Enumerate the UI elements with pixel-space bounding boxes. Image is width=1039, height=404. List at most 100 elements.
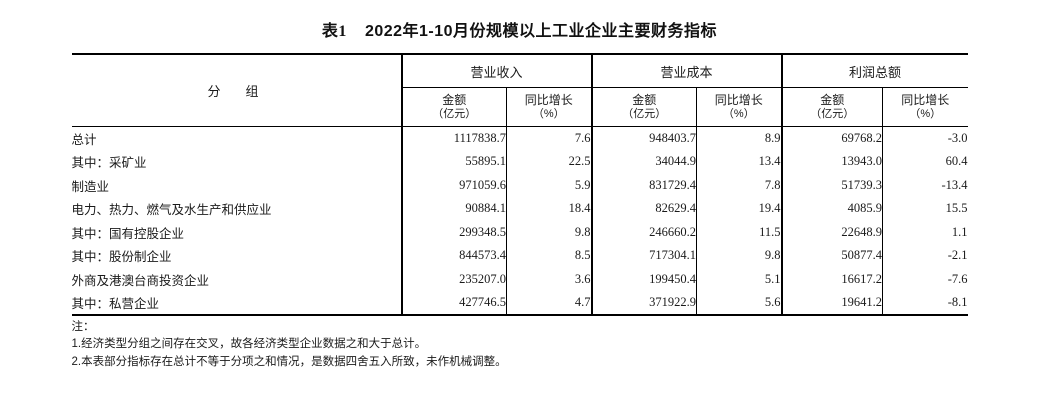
header-profit-growth-unit: （%）	[909, 107, 942, 120]
header-group-profit: 利润总额	[780, 53, 968, 88]
cell-cost-amount: 717304.1	[590, 244, 697, 268]
cell-cost-amount: 831729.4	[590, 173, 697, 197]
cell-revenue-amount: 844573.4	[400, 244, 507, 268]
cell-cost-amount: 948403.7	[590, 126, 697, 150]
cell-revenue-growth: 8.5	[505, 244, 592, 268]
cell-profit-amount: 22648.9	[780, 220, 883, 244]
cell-profit-amount: 51739.3	[780, 173, 883, 197]
cell-revenue-growth: 18.4	[505, 197, 592, 221]
cell-profit-growth: 1.1	[882, 220, 968, 244]
table-number: 表1	[321, 23, 347, 40]
cell-cost-amount: 34044.9	[590, 150, 697, 174]
cell-cost-growth: 5.1	[696, 267, 782, 291]
header-profit-growth-label: 同比增长	[901, 92, 950, 107]
header-revenue-growth-label: 同比增长	[524, 92, 573, 107]
cell-revenue-amount: 427746.5	[400, 291, 507, 316]
header-cost-amount-unit: （亿元）	[622, 107, 667, 120]
cell-profit-growth: -13.4	[882, 173, 968, 197]
cell-profit-amount: 16617.2	[780, 267, 883, 291]
table-body: 总计 1117838.7 7.6 948403.7 8.9 69768.2 -3.0 其中：采…	[71, 126, 968, 316]
note-item: 1.经济类型分组之间存在交叉，故各经济类型企业数据之和大于总计。	[71, 338, 427, 351]
cell-profit-growth: -3.0	[882, 126, 968, 150]
cell-revenue-growth: 3.6	[505, 267, 592, 291]
header-profit-growth: 同比增长 （%）	[882, 87, 968, 127]
cell-revenue-amount: 299348.5	[400, 220, 507, 244]
table-title-text: 2022年1-10月份规模以上工业企业主要财务指标	[364, 23, 718, 40]
header-group-revenue: 营业收入	[400, 53, 592, 88]
table-row: 电力、热力、燃气及水生产和供应业 90884.1 18.4 82629.4 19.4 40…	[72, 197, 968, 221]
table-row: 制造业 971059.6 5.9 831729.4 7.8 51739.3 -13.4	[71, 173, 968, 197]
header-cost-amount: 金额 （亿元）	[590, 87, 697, 127]
header-group-cost: 营业成本	[590, 53, 782, 88]
header-cost-growth: 同比增长 （%）	[696, 87, 782, 127]
cell-revenue-growth: 22.5	[505, 150, 592, 174]
cell-revenue-growth: 9.8	[505, 220, 592, 244]
financial-indicators-table: 分 组 营业收入 营业成本 利润总额 金额 （亿元） 同比增长 （%）	[71, 53, 968, 316]
cell-profit-amount: 50877.4	[780, 244, 883, 268]
cell-cost-growth: 7.8	[696, 173, 782, 197]
cell-profit-amount: 13943.0	[780, 150, 883, 174]
cell-profit-amount: 69768.2	[780, 126, 883, 150]
cell-cost-amount: 246660.2	[590, 220, 697, 244]
header-grouping-column: 分 组	[71, 53, 402, 127]
page-title: 表1 2022年1-10月份规模以上工业企业主要财务指标	[0, 0, 1039, 41]
row-label: 其中：私营企业	[71, 291, 402, 316]
header-cost-growth-unit: （%）	[722, 107, 755, 120]
cell-revenue-amount: 55895.1	[400, 150, 507, 174]
row-label: 制造业	[71, 179, 110, 194]
cell-revenue-growth: 5.9	[505, 173, 592, 197]
table-row: 总计 1117838.7 7.6 948403.7 8.9 69768.2 -3.0	[71, 126, 968, 150]
header-row-subcolumns: 金额 （亿元） 同比增长 （%） 金额 （亿元） 同比增长 （%）	[72, 87, 968, 127]
header-cost-growth-label: 同比增长	[714, 92, 763, 107]
cell-profit-growth: 60.4	[882, 150, 968, 174]
header-cost-amount-label: 金额	[632, 92, 657, 107]
header-revenue-amount: 金额 （亿元）	[400, 87, 507, 127]
cell-cost-amount: 82629.4	[590, 197, 697, 221]
header-revenue-amount-label: 金额	[442, 92, 467, 107]
notes-heading: 注：	[71, 320, 95, 333]
table-row: 其中：股份制企业 844573.4 8.5 717304.1 9.8 50877.4 -2.…	[72, 244, 968, 268]
note-item: 2.本表部分指标存在总计不等于分项之和情况，是数据四舍五入所致，未作机械调整。	[71, 356, 507, 369]
cell-revenue-amount: 971059.6	[400, 173, 507, 197]
cell-revenue-amount: 1117838.7	[400, 126, 507, 150]
cell-profit-amount: 19641.2	[780, 291, 883, 316]
table-row: 其中：采矿业 55895.1 22.5 34044.9 13.4 13943.0 60.4	[72, 150, 968, 174]
cell-cost-growth: 19.4	[696, 197, 782, 221]
header-profit-amount: 金额 （亿元）	[780, 87, 883, 127]
row-label: 总计	[71, 133, 97, 147]
header-revenue-growth-unit: （%）	[532, 107, 565, 120]
header-profit-amount-unit: （亿元）	[810, 107, 855, 120]
cell-revenue-amount: 90884.1	[400, 197, 507, 221]
cell-revenue-growth: 4.7	[505, 291, 592, 316]
table-row: 其中：国有控股企业 299348.5 9.8 246660.2 11.5 22648.9 1…	[71, 220, 968, 244]
financial-table-wrapper: 分 组 营业收入 营业成本 利润总额 金额 （亿元） 同比增长 （%）	[71, 53, 968, 316]
table-row: 外商及港澳台商投资企业 235207.0 3.6 199450.4 5.1 16617.2…	[71, 267, 968, 291]
cell-cost-amount: 371922.9	[590, 291, 697, 316]
cell-cost-growth: 5.6	[696, 291, 782, 316]
cell-profit-growth: 15.5	[882, 197, 968, 221]
cell-cost-growth: 9.8	[696, 244, 782, 268]
cell-revenue-growth: 7.6	[505, 126, 592, 150]
cell-profit-growth: -8.1	[882, 291, 968, 316]
header-row-groups: 分 组 营业收入 营业成本 利润总额	[71, 53, 968, 127]
cell-profit-amount: 4085.9	[780, 197, 883, 221]
row-label: 外商及港澳台商投资企业	[71, 273, 210, 288]
table-notes: 注： 1.经济类型分组之间存在交叉，故各经济类型企业数据之和大于总计。 2.本表…	[72, 316, 968, 372]
row-label: 电力、热力、燃气及水生产和供应业	[71, 203, 272, 218]
cell-revenue-amount: 235207.0	[400, 267, 507, 291]
cell-cost-growth: 8.9	[696, 126, 782, 150]
row-label: 其中：采矿业	[71, 156, 147, 171]
cell-cost-amount: 199450.4	[590, 267, 697, 291]
row-label: 其中：国有控股企业	[71, 226, 185, 241]
cell-profit-growth: -7.6	[882, 267, 968, 291]
table-header: 分 组 营业收入 营业成本 利润总额 金额 （亿元） 同比增长 （%）	[71, 53, 968, 127]
cell-cost-growth: 11.5	[696, 220, 782, 244]
table-row: 其中：私营企业 427746.5 4.7 371922.9 5.6 19641.2 -8.1	[71, 291, 968, 316]
cell-profit-growth: -2.1	[882, 244, 968, 268]
header-profit-amount-label: 金额	[820, 92, 845, 107]
row-label: 其中：股份制企业	[71, 250, 172, 265]
header-revenue-amount-unit: （亿元）	[432, 107, 477, 120]
cell-cost-growth: 13.4	[696, 150, 782, 174]
header-revenue-growth: 同比增长 （%）	[505, 87, 592, 127]
